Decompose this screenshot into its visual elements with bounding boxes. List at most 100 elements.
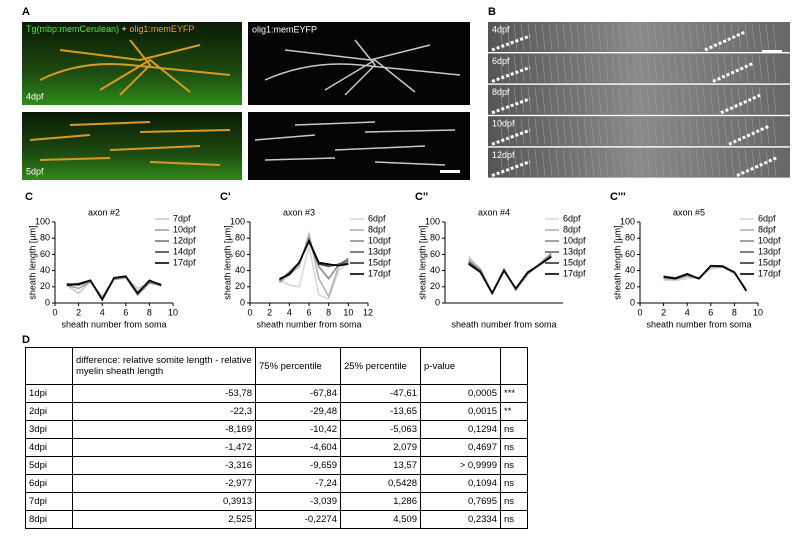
x-axis-label: sheath number from soma [256,319,361,329]
dashed-marker [491,128,531,146]
table-cell: 2dpi [25,402,73,421]
x-tick-label: 8 [732,307,737,317]
striation [653,23,658,51]
legend-label: 10dpf [368,235,391,245]
table-cell: difference: relative somite length - rel… [72,347,256,385]
legend-label: 13dpf [758,246,781,256]
x-axis-label: sheath number from soma [451,319,556,329]
table-cell: ns [500,420,528,439]
x-tick-label: 8 [147,307,152,317]
y-tick-label: 20 [235,281,245,291]
striation [548,23,553,51]
stage-label: 4dpf [492,24,510,34]
table-cell: 8dpi [25,510,73,529]
dashed-marker [736,156,778,177]
table-cell: 13,57 [340,456,421,475]
legend-label: 6dpf [563,213,581,223]
striation [548,149,553,176]
series-line [468,256,552,295]
header-row: difference: relative somite length - rel… [25,347,528,385]
striation [702,23,707,51]
striation [716,118,721,145]
striation [632,149,637,176]
legend-label: 10dpf [758,235,781,245]
micrograph-strip [488,22,790,52]
x-tick-label: 0 [52,307,57,317]
panel-label: C [25,191,33,203]
striation [534,55,539,82]
table-cell: 1,286 [340,492,421,511]
x-tick-label: 4 [100,307,105,317]
striation [597,55,602,82]
striation [772,149,777,176]
striation [625,86,630,113]
table-cell: 0,7695 [420,492,501,511]
y-tick-label: 60 [235,249,245,259]
striation [506,149,511,176]
micrograph-strip [488,147,790,178]
table-cell: 2,525 [72,510,256,529]
striation [765,86,770,113]
striation [737,149,742,176]
stage-label: 4dpf [26,91,44,101]
x-tick-label: 2 [267,307,272,317]
micrograph-strip [488,116,790,147]
micrograph [22,22,242,105]
stage-label: 10dpf [492,119,515,129]
striation [506,118,511,145]
striation [520,149,525,176]
micrograph-strip [488,84,790,115]
striation [723,149,728,176]
y-tick-label: 40 [625,265,635,275]
striation [758,118,763,145]
x-tick-label: 12 [363,307,373,317]
y-tick-label: 0 [630,297,635,307]
y-tick-label: 100 [230,216,245,226]
striation [569,55,574,82]
striation [681,23,686,51]
striation [548,55,553,82]
striation [695,55,700,82]
striation [576,55,581,82]
striation [688,23,693,51]
striation [681,55,686,82]
legend-label: 13dpf [368,246,391,256]
striation [709,55,714,82]
caption: Tg(mbp:memCerulean) + olig1:memEYFP [26,24,194,34]
striation [667,55,672,82]
striation [625,55,630,82]
caption: olig1:memEYFP [252,24,317,34]
table-cell: 3dpi [25,420,73,439]
striation [569,86,574,113]
striation [569,118,574,145]
striation [772,23,777,51]
striation [667,118,672,145]
x-tick-label: 4 [685,307,690,317]
striation [744,23,749,51]
series-line [663,264,747,292]
y-tick-label: 40 [430,265,440,275]
striation [737,86,742,113]
striation [702,149,707,176]
striation [520,23,525,51]
striation [639,86,644,113]
striation [590,86,595,113]
striation [618,149,623,176]
x-axis-label: sheath number from soma [646,319,751,329]
stage-label: 12dpf [492,150,515,160]
table-row: 8dpi 2,525 -0,2274 4,509 0,2334 ns [25,510,528,529]
processes [29,39,231,166]
striation [639,118,644,145]
striation [758,86,763,113]
x-axis-label: sheath number from soma [61,319,166,329]
y-tick-label: 20 [40,281,50,291]
table-cell: ** [500,402,528,421]
striation [709,86,714,113]
processes [254,39,461,166]
striation [653,86,658,113]
table-cell: -3,039 [255,492,341,511]
striation [513,55,518,82]
legend-label: 8dpf [563,224,581,234]
panel-label: C' [220,191,231,203]
striation [562,149,567,176]
